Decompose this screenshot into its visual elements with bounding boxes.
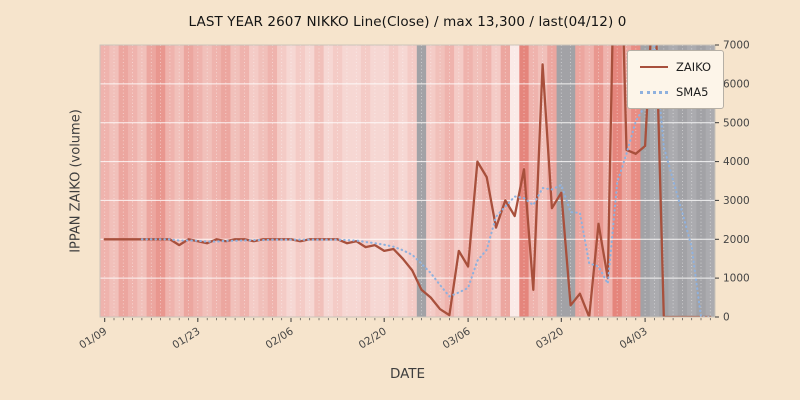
svg-text:02/06: 02/06	[264, 325, 296, 351]
zaiko-series-line	[103, 45, 712, 317]
svg-text:2000: 2000	[723, 234, 750, 246]
svg-text:03/06: 03/06	[441, 325, 473, 351]
legend: ZAIKO SMA5	[627, 50, 725, 109]
y-tick-labels: 0 1000 2000 3000 4000 5000 6000 7000	[723, 40, 750, 324]
legend-item-zaiko: ZAIKO	[640, 60, 711, 74]
chart-title: LAST YEAR 2607 NIKKO Line(Close) / max 1…	[188, 14, 627, 30]
zaiko-line-swatch	[640, 66, 668, 68]
svg-text:0: 0	[723, 312, 730, 324]
y-axis-label: IPPAN ZAIKO (volume)	[68, 109, 84, 253]
svg-text:6000: 6000	[723, 79, 750, 91]
legend-item-sma5: SMA5	[640, 85, 711, 99]
series-lines	[103, 45, 712, 317]
svg-text:5000: 5000	[723, 117, 750, 129]
plot-frame	[99, 44, 716, 318]
sma5-series-line	[140, 45, 712, 317]
legend-label-sma5: SMA5	[676, 85, 709, 99]
svg-text:4000: 4000	[723, 156, 750, 168]
svg-text:01/09: 01/09	[77, 325, 109, 351]
svg-text:02/20: 02/20	[357, 325, 389, 351]
sma5-line-swatch	[640, 90, 668, 94]
svg-text:01/23: 01/23	[170, 325, 202, 351]
x-axis-label: DATE	[389, 366, 426, 382]
svg-text:1000: 1000	[723, 273, 750, 285]
legend-label-zaiko: ZAIKO	[676, 60, 712, 74]
svg-text:04/03: 04/03	[618, 325, 650, 351]
svg-text:03/20: 03/20	[534, 325, 566, 351]
svg-text:3000: 3000	[723, 195, 750, 207]
day-bands	[100, 45, 716, 317]
svg-text:7000: 7000	[723, 40, 750, 52]
x-tick-labels: 01/09 01/23 02/06 02/20 03/06 03/20 04/03	[77, 325, 649, 351]
